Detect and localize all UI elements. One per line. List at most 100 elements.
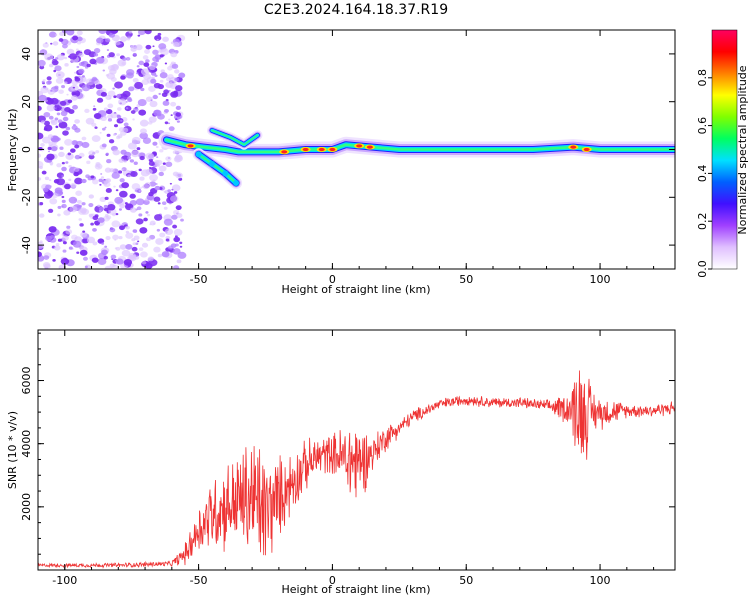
noise-speck [126, 72, 134, 79]
noise-speck [47, 134, 54, 139]
snr-series-line [38, 370, 675, 569]
noise-speck [73, 123, 76, 127]
noise-speck [175, 112, 182, 117]
colorbar-tick-label: 0.4 [696, 165, 709, 183]
noise-speck [103, 207, 109, 212]
noise-speck [64, 63, 69, 67]
noise-speck [61, 166, 67, 172]
noise-speck [65, 229, 73, 235]
noise-speck [105, 187, 112, 193]
noise-speck [97, 217, 105, 223]
noise-speck [145, 152, 155, 160]
noise-speck [91, 257, 99, 263]
noise-speck [86, 160, 91, 165]
noise-speck [103, 115, 107, 118]
noise-speck [113, 185, 116, 188]
noise-speck [149, 223, 152, 226]
noise-speck [68, 196, 78, 204]
noise-speck [48, 31, 57, 38]
spectrogram-secondary-branch-layer [197, 153, 238, 184]
noise-speck [110, 254, 117, 260]
noise-speck [57, 205, 62, 209]
noise-speck [170, 61, 175, 65]
noise-speck [119, 244, 127, 250]
noise-speck [152, 56, 159, 62]
noise-speck [145, 44, 152, 50]
noise-speck [167, 245, 174, 250]
noise-speck [138, 168, 142, 172]
noise-speck [82, 256, 88, 261]
noise-speck [43, 111, 51, 118]
noise-speck [149, 64, 156, 71]
spectrogram-y-tick-label: 0 [20, 146, 33, 153]
noise-speck [115, 212, 119, 216]
noise-speck [55, 243, 60, 246]
spectrogram-x-tick-label: -100 [52, 273, 77, 286]
spectrogram-upper-branch-layer [211, 129, 259, 146]
noise-speck [38, 153, 42, 158]
noise-speck [135, 198, 145, 206]
noise-speck [99, 196, 107, 203]
noise-speck [76, 199, 82, 204]
noise-speck [109, 227, 116, 233]
noise-speck [96, 37, 104, 44]
noise-speck [97, 165, 101, 168]
noise-speck [40, 64, 44, 67]
noise-speck [62, 43, 68, 49]
noise-speck [154, 74, 158, 77]
noise-speck [66, 30, 75, 36]
snr-panel: -100 -50 0 50 100 2000 4000 6000 Height of str… [6, 329, 676, 596]
noise-speck [162, 36, 169, 42]
noise-speck [116, 258, 124, 265]
noise-speck [74, 119, 80, 124]
noise-speck [139, 132, 149, 140]
noise-speck [138, 189, 142, 193]
spectrogram-x-tick-label: -50 [190, 273, 208, 286]
noise-speck [154, 214, 163, 221]
colorbar-ticks: 0.0 0.2 0.4 0.6 0.8 [696, 69, 712, 278]
noise-speck [102, 127, 106, 131]
noise-speck [92, 179, 99, 185]
noise-speck [47, 150, 51, 153]
noise-speck [173, 236, 180, 243]
noise-speck [144, 49, 151, 54]
noise-speck [153, 196, 161, 202]
noise-speck [57, 213, 61, 217]
noise-speck [48, 115, 54, 120]
snr-x-tick-label: 50 [459, 574, 473, 587]
noise-speck [121, 168, 124, 171]
noise-speck [179, 245, 183, 248]
colorbar-tick-label: 0.2 [696, 212, 709, 230]
noise-speck [110, 30, 119, 34]
noise-speck [130, 150, 140, 158]
noise-speck [54, 117, 59, 121]
noise-speck [149, 100, 158, 108]
noise-speck [50, 42, 53, 45]
noise-speck [136, 72, 139, 75]
noise-speck [169, 182, 173, 185]
noise-speck [132, 118, 135, 121]
noise-speck [156, 228, 161, 232]
chart-title: C2E3.2024.164.18.37.R19 [264, 2, 448, 18]
spectrogram-content [38, 30, 675, 269]
snr-y-label: SNR (10 * v/v) [6, 411, 19, 489]
noise-speck [49, 235, 55, 239]
noise-speck [139, 227, 148, 234]
noise-speck [64, 81, 68, 85]
noise-speck [101, 249, 108, 255]
noise-speck [178, 72, 186, 79]
noise-speck [158, 171, 164, 177]
noise-speck [140, 251, 148, 258]
noise-speck [158, 165, 167, 172]
noise-speck [133, 161, 138, 165]
noise-speck [122, 90, 131, 98]
noise-speck [129, 159, 135, 163]
noise-speck [56, 178, 66, 186]
noise-speck [156, 156, 159, 158]
noise-speck [44, 176, 50, 181]
noise-speck [95, 56, 105, 64]
noise-speck [174, 77, 180, 82]
noise-speck [72, 35, 79, 41]
noise-speck [161, 201, 167, 205]
snr-x-ticks: -100 -50 0 50 100 [37, 330, 655, 587]
